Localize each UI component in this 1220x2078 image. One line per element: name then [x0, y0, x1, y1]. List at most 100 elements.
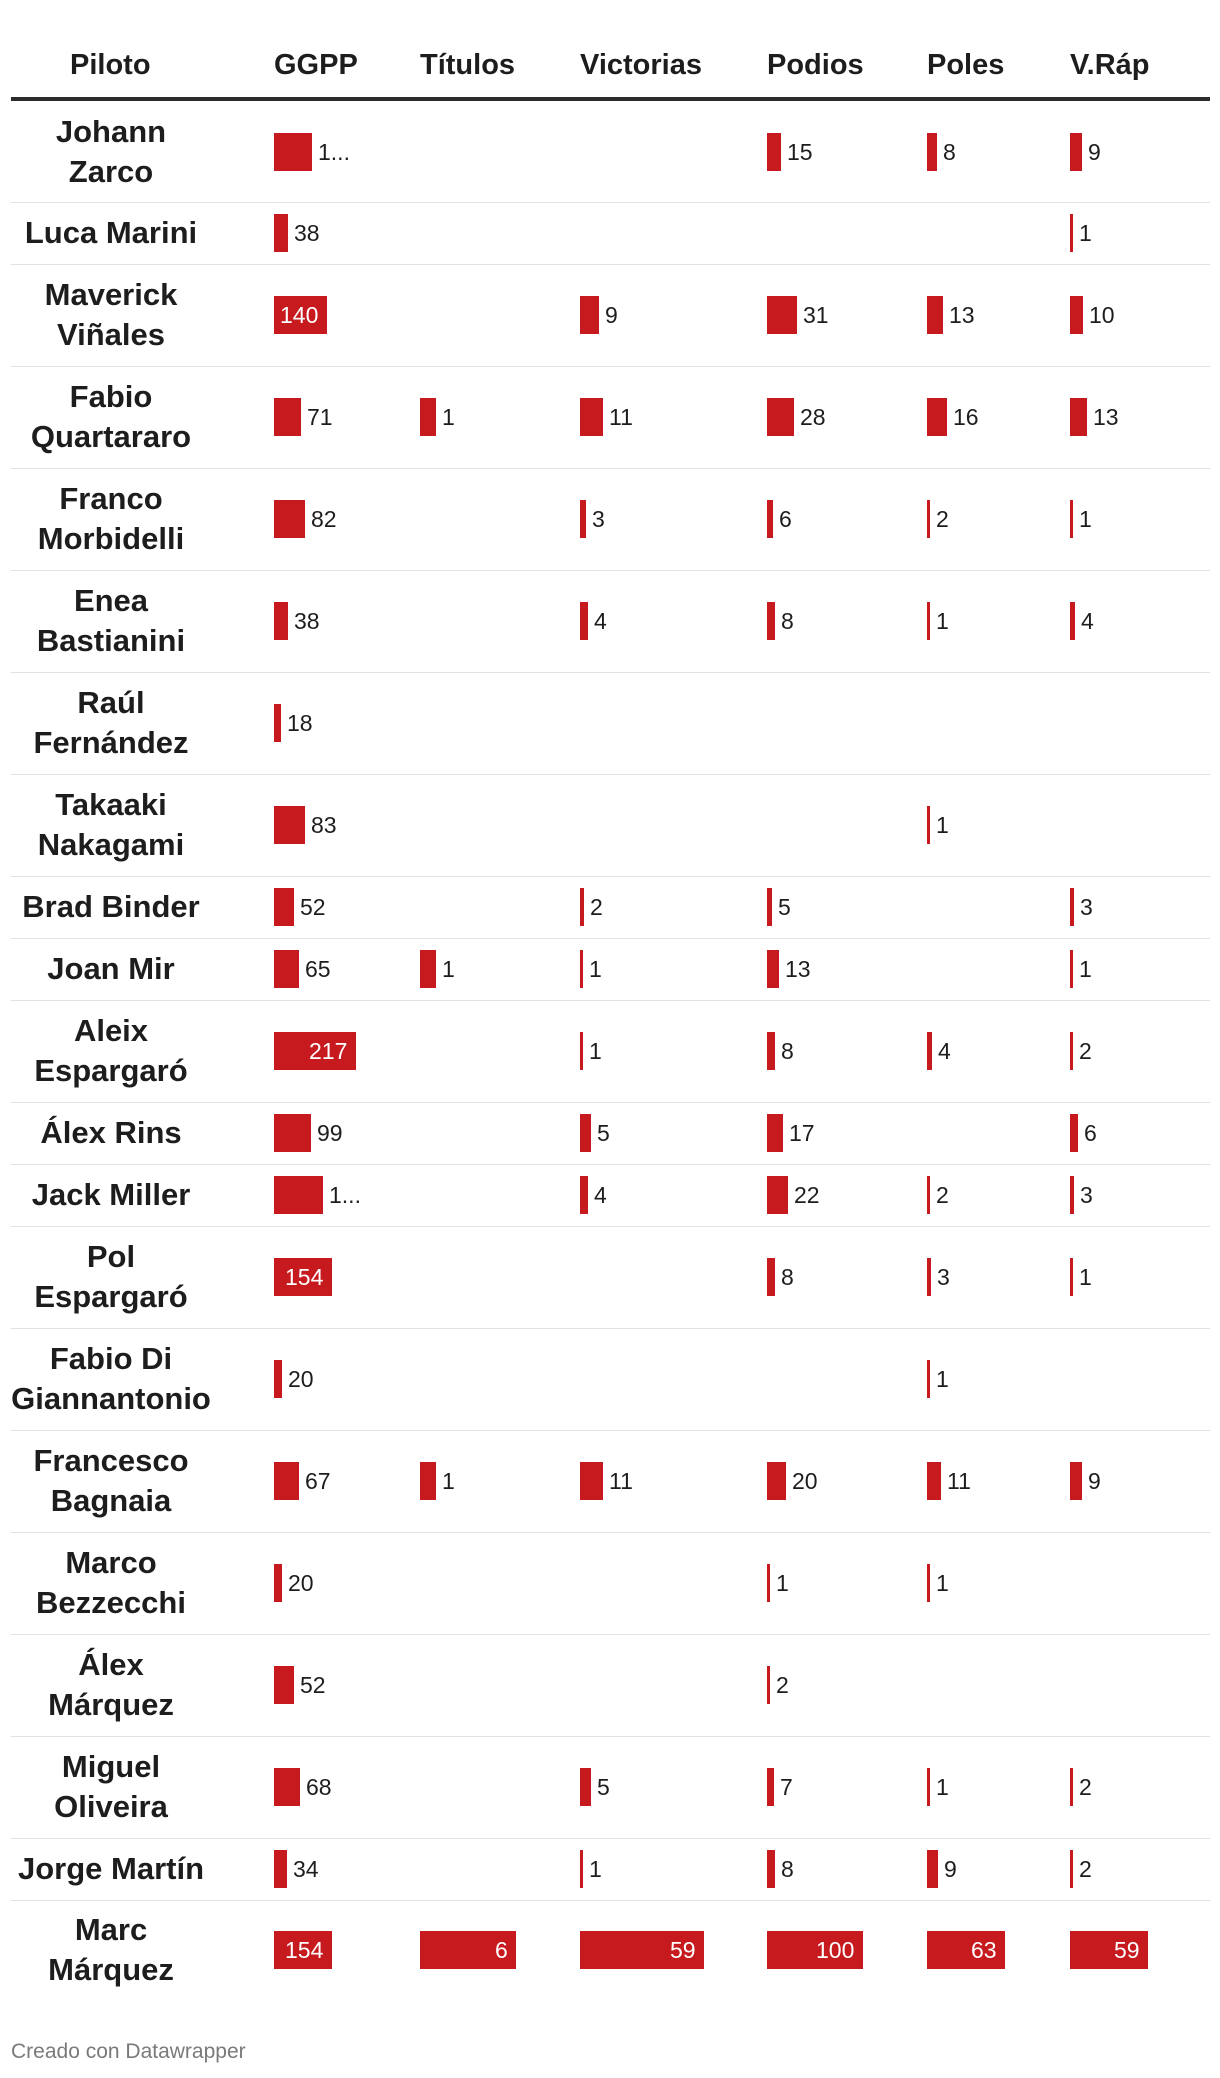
bar-podios — [767, 500, 773, 538]
row-pilot-name: Aleix Espargaró — [34, 1013, 188, 1088]
value-label-victorias: 11 — [609, 1468, 633, 1494]
value-label-ggpp: 38 — [294, 220, 320, 246]
row-pilot-name: Fabio Quartararo — [30, 379, 192, 454]
value-label-poles: 2 — [936, 506, 949, 532]
row-pilot-name: Fabio Di Giannantonio — [11, 1341, 211, 1416]
row-pilot-name: Maverick Viñales — [44, 277, 178, 352]
value-label-victorias: 1 — [589, 956, 602, 982]
bar-podios — [767, 1666, 770, 1704]
value-label-vrap: 2 — [1079, 1856, 1092, 1882]
bar-vrap — [1070, 132, 1082, 171]
bar-poles — [927, 1931, 1005, 1969]
bar-titulos — [420, 398, 436, 436]
bar-ggpp — [274, 398, 301, 436]
value-label-victorias: 59 — [670, 1937, 696, 1963]
value-label-ggpp: 18 — [287, 710, 313, 736]
bar-victorias — [580, 1768, 591, 1806]
row-separator — [11, 570, 1210, 571]
bar-poles — [927, 500, 930, 538]
row-separator — [11, 1226, 1210, 1227]
bar-victorias — [580, 398, 603, 436]
bar-vrap — [1070, 888, 1074, 926]
value-label-vrap: 3 — [1080, 1182, 1093, 1208]
value-label-poles: 9 — [944, 1856, 957, 1882]
bar-vrap — [1070, 500, 1073, 538]
row-pilot-name: Johann Zarco — [55, 113, 167, 189]
value-label-victorias: 5 — [597, 1774, 610, 1800]
value-label-vrap: 9 — [1088, 138, 1101, 165]
value-label-podios: 8 — [781, 1856, 794, 1882]
bar-ggpp — [274, 1850, 287, 1888]
row-pilot-name: Jack Miller — [31, 1177, 191, 1212]
bar-podios — [767, 296, 797, 334]
row-separator — [11, 366, 1210, 367]
value-label-podios: 100 — [816, 1937, 855, 1963]
bar-podios — [767, 950, 779, 988]
row-pilot-name: Miguel Oliveira — [54, 1749, 168, 1824]
bar-vrap — [1070, 1176, 1074, 1214]
value-label-victorias: 11 — [609, 404, 633, 430]
row-pilot-name: Enea Bastianini — [36, 583, 186, 658]
value-label-podios: 2 — [776, 1672, 789, 1698]
row-separator — [11, 468, 1210, 469]
bar-vrap — [1070, 1462, 1082, 1500]
bar-victorias — [580, 1850, 583, 1888]
column-header-ggpp: GGPP — [274, 49, 358, 81]
value-label-podios: 31 — [803, 302, 829, 328]
value-label-poles: 1 — [936, 812, 949, 838]
value-label-ggpp: 65 — [305, 956, 331, 982]
row-separator — [11, 1000, 1210, 1001]
value-label-ggpp: 140 — [280, 302, 319, 328]
value-label-victorias: 1 — [589, 1856, 602, 1882]
value-label-ggpp: 154 — [285, 1937, 324, 1963]
value-label-vrap: 9 — [1088, 1468, 1101, 1494]
bar-poles — [927, 806, 930, 844]
bar-poles — [927, 1176, 930, 1214]
value-label-ggpp: 52 — [300, 894, 326, 920]
value-label-podios: 5 — [778, 894, 791, 920]
bar-vrap — [1070, 1768, 1073, 1806]
header-rule — [11, 97, 1210, 101]
bar-victorias — [580, 500, 586, 538]
bar-ggpp — [274, 1114, 311, 1152]
bar-poles — [927, 1032, 932, 1070]
value-label-ggpp: 38 — [294, 608, 320, 634]
row-pilot-name: Raúl Fernández — [33, 685, 189, 760]
bar-poles — [927, 296, 943, 334]
row-pilot-name: Álex Rins — [40, 1115, 182, 1150]
row-pilot-name: Pol Espargaró — [34, 1239, 188, 1314]
value-label-ggpp: 34 — [293, 1856, 319, 1882]
bar-ggpp — [274, 704, 281, 742]
bar-poles — [927, 1564, 930, 1602]
value-label-ggpp: 217 — [309, 1038, 348, 1064]
value-label-ggpp: 82 — [311, 506, 337, 532]
bar-ggpp — [274, 296, 327, 334]
row-pilot-name: Marco Bezzecchi — [36, 1545, 186, 1620]
row-pilot-name: Franco Morbidelli — [37, 481, 185, 556]
bar-podios — [767, 1462, 786, 1500]
row-pilot-name: Álex Márquez — [48, 1647, 174, 1722]
row-separator — [11, 1838, 1210, 1839]
bar-ggpp — [274, 1258, 332, 1296]
bar-podios — [767, 1850, 775, 1888]
value-label-vrap: 3 — [1080, 894, 1093, 920]
value-label-poles: 2 — [936, 1182, 949, 1208]
row-pilot-name: Jorge Martín — [17, 1851, 205, 1886]
row-separator — [11, 774, 1210, 775]
value-label-poles: 11 — [947, 1468, 971, 1494]
bar-victorias — [580, 1462, 603, 1500]
value-label-podios: 17 — [789, 1120, 815, 1146]
bar-ggpp — [274, 1176, 323, 1214]
value-label-victorias: 3 — [592, 506, 605, 532]
value-label-podios: 8 — [781, 608, 794, 634]
footer-credit: Creado con Datawrapper — [11, 2040, 246, 2063]
bar-vrap — [1070, 1114, 1078, 1152]
row-pilot-name: Takaaki Nakagami — [37, 787, 185, 862]
column-header-poles: Poles — [927, 49, 1005, 81]
value-label-vrap: 59 — [1114, 1937, 1140, 1963]
bar-victorias — [580, 602, 588, 640]
row-separator — [11, 1102, 1210, 1103]
value-label-titulos: 6 — [495, 1937, 508, 1963]
bar-ggpp — [274, 1360, 282, 1398]
row-separator — [11, 876, 1210, 877]
